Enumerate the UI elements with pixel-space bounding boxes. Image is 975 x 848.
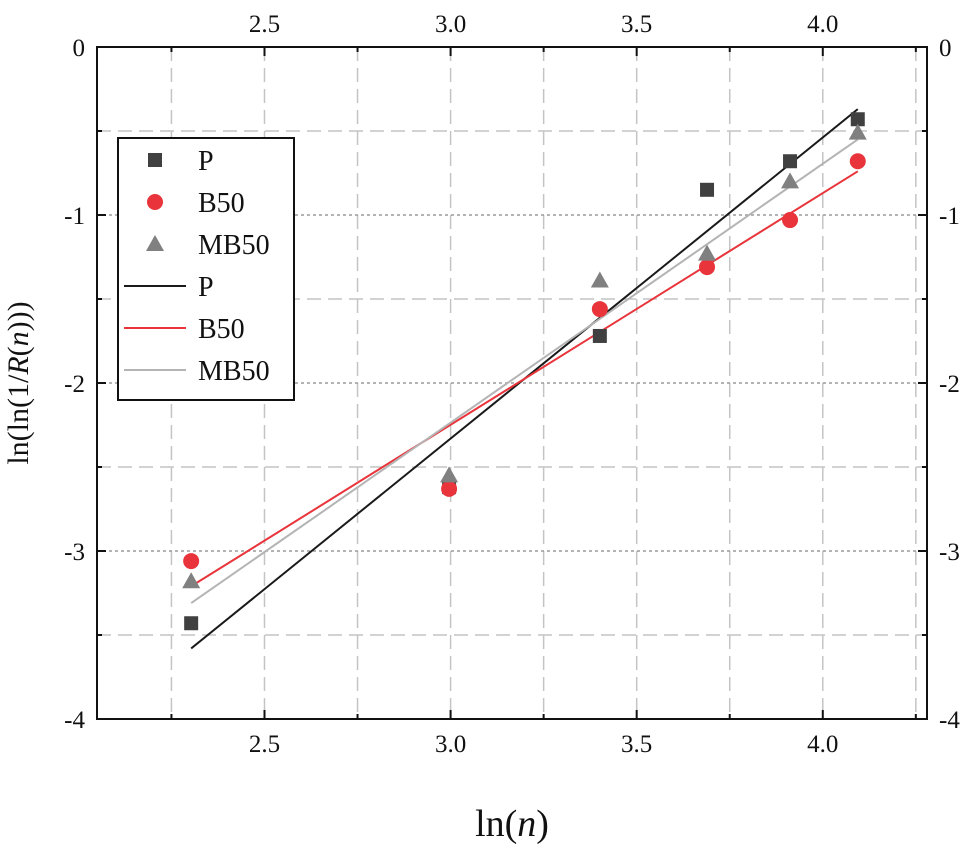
y-tick-label-right: -2 [939,371,960,398]
x-tick-label-top: 4.0 [807,11,838,38]
x-tick-label-bottom: 3.0 [435,731,466,758]
y-tick-label-left: -3 [64,539,85,566]
fit-line-mb50 [190,138,859,604]
data-point-b50 [441,480,458,497]
y-tick-label-left: -2 [64,371,85,398]
data-point-p [184,616,199,631]
legend-label: B50 [198,314,245,345]
y-tick-label-left: -4 [64,707,85,734]
x-axis-title: ln(n) [475,803,549,845]
y-tick-label-right: -4 [939,707,960,734]
legend: P B50 MB50 P B50 MB50 [117,137,295,401]
legend-marker-p [148,153,162,167]
data-point-mb50 [590,271,609,288]
x-tick-label-top: 2.5 [249,11,280,38]
data-point-mb50 [698,244,717,261]
legend-label: B50 [198,188,245,219]
x-tick-label-top: 3.5 [621,11,652,38]
fit-line-b50 [190,170,859,588]
x-tick-label-bottom: 4.0 [807,731,838,758]
data-point-mb50 [182,572,201,589]
legend-label: P [198,146,214,177]
legend-label: P [198,272,214,303]
data-point-p [850,112,865,127]
y-tick-label-right: 0 [939,35,952,62]
legend-box [117,137,295,401]
y-tick-label-right: -1 [939,203,960,230]
x-tick-label-bottom: 2.5 [249,731,280,758]
y-tick-label-left: 0 [73,35,86,62]
y-axis-title: ln(ln(1/R(n))) [2,301,35,464]
data-point-mb50 [440,466,459,483]
plot-series [182,108,867,650]
data-point-mb50 [848,123,867,140]
data-point-mb50 [781,172,800,189]
legend-marker-mb50 [146,235,164,251]
data-point-b50 [591,301,608,318]
y-tick-label-left: -1 [64,203,85,230]
data-point-b50 [782,212,799,229]
axis-ticks: 2.5 2.5 3.0 3.0 3.5 3.5 4.0 4.0 0 0 -1 -1 -2 -2 -3 -3 -4… [64,11,960,758]
data-point-b50 [699,259,716,276]
data-point-p [700,182,715,197]
data-point-p [783,154,798,169]
x-tick-label-top: 3.0 [435,11,466,38]
data-point-b50 [183,553,200,570]
legend-label: MB50 [198,356,270,387]
data-point-p [592,328,607,343]
x-tick-label-bottom: 3.5 [621,731,652,758]
legend-marker-b50 [147,194,163,210]
y-tick-label-right: -3 [939,539,960,566]
legend-label: MB50 [198,230,270,261]
data-point-b50 [849,153,866,170]
